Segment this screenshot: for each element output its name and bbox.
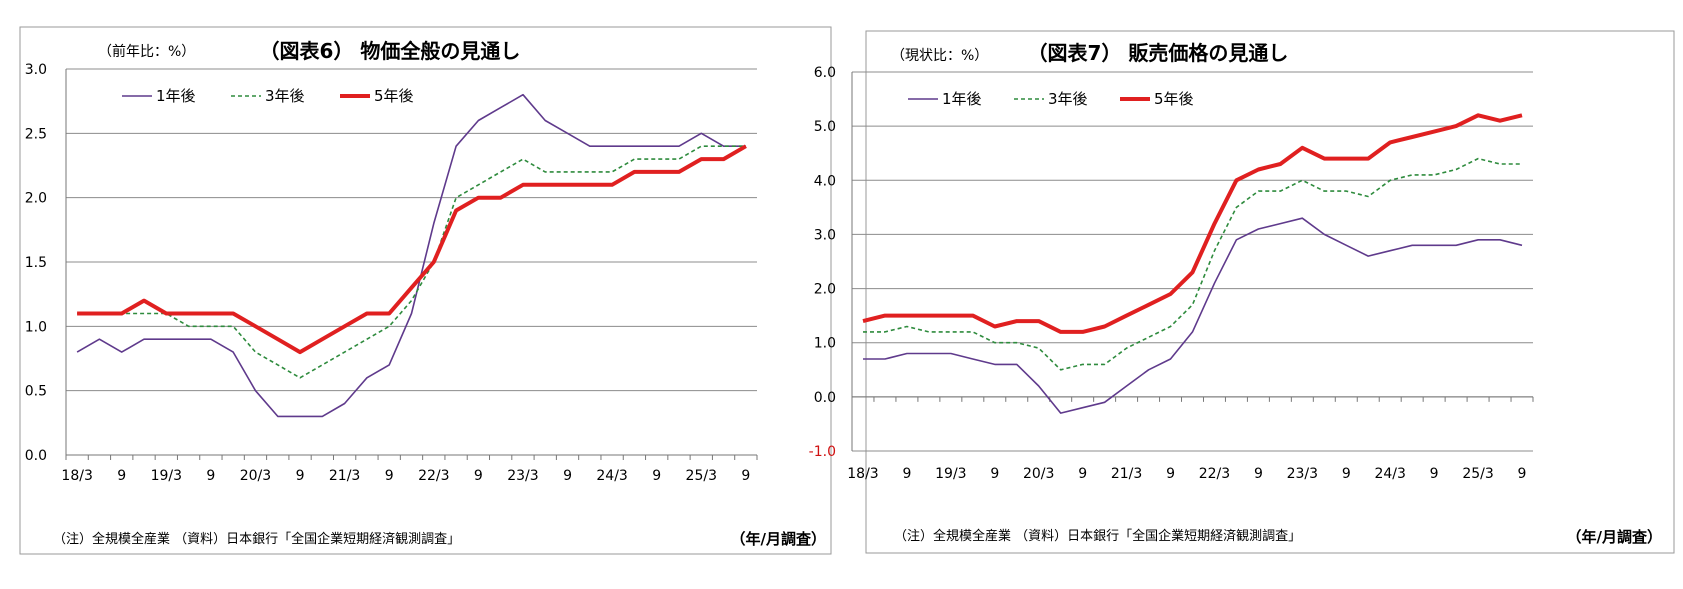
x-tick-label: 21/3 <box>1111 466 1142 482</box>
chart-title: （図表7） 販売価格の見通し <box>1028 41 1289 65</box>
x-tick-label: 22/3 <box>1199 466 1230 482</box>
chart-title: （図表6） 物価全般の見通し <box>260 39 521 63</box>
legend-label: 5年後 <box>374 87 414 105</box>
x-tick-label: 9 <box>1518 466 1527 482</box>
x-tick-label: 24/3 <box>596 468 627 484</box>
x-tick-label: 9 <box>652 468 661 484</box>
x-tick-label: 9 <box>1342 466 1351 482</box>
legend-label: 1年後 <box>156 87 196 105</box>
x-axis-unit-label: （年/月調査） <box>1567 528 1662 546</box>
series-line-3 <box>77 144 747 355</box>
y-tick-label: -1.0 <box>809 444 836 460</box>
series-line-2 <box>77 145 746 379</box>
x-tick-label: 25/3 <box>686 468 717 484</box>
chart-frame <box>19 26 832 555</box>
series-line-1 <box>76 93 746 418</box>
series-line-1 <box>863 217 1523 414</box>
chart-frame <box>865 30 1675 554</box>
y-tick-label: 3.0 <box>25 62 47 78</box>
legend-label: 5年後 <box>1154 90 1194 108</box>
y-tick-label: 4.0 <box>814 173 836 189</box>
x-tick-label: 19/3 <box>151 468 182 484</box>
y-tick-label: 2.0 <box>814 282 836 298</box>
x-tick-label: 23/3 <box>507 468 538 484</box>
y-tick-label: 0.5 <box>25 384 47 400</box>
x-tick-label: 19/3 <box>935 466 966 482</box>
x-tick-label: 9 <box>117 468 126 484</box>
y-tick-label: 3.0 <box>814 227 836 243</box>
line-chart: （現状比：%） （図表7） 販売価格の見通し （注）全規模全産業 （資料）日本銀… <box>809 30 1675 554</box>
y-tick-label: 1.5 <box>25 255 47 271</box>
y-tick-label: 2.0 <box>25 191 47 207</box>
source-note: （注）全規模全産業 （資料）日本銀行「全国企業短期経済観測調査」 <box>894 528 1301 544</box>
plot-area: -1.0 0.0 1.0 2.0 3.0 4.0 5.0 6.0 18/3 9 19/3 9 20/3 9… <box>809 65 1534 482</box>
x-tick-label: 9 <box>296 468 305 484</box>
chart-panel-selling-price-outlook: （現状比：%） （図表7） 販売価格の見通し （注）全規模全産業 （資料）日本銀… <box>800 0 1683 589</box>
legend-label: 3年後 <box>265 87 305 105</box>
x-tick-label: 18/3 <box>847 466 878 482</box>
x-tick-label: 9 <box>741 468 750 484</box>
x-tick-label: 9 <box>990 466 999 482</box>
x-tick-label: 9 <box>474 468 483 484</box>
x-tick-label: 9 <box>1430 466 1439 482</box>
y-tick-label: 0.0 <box>814 390 836 406</box>
y-tick-label: 6.0 <box>814 65 836 81</box>
x-tick-label: 20/3 <box>1023 466 1054 482</box>
line-chart: （前年比：%） （図表6） 物価全般の見通し （注）全規模全産業 （資料）日本銀… <box>19 26 832 555</box>
y-tick-label: 1.0 <box>25 319 47 335</box>
x-tick-label: 9 <box>902 466 911 482</box>
series-line-3 <box>862 113 1523 334</box>
legend-label: 1年後 <box>942 90 982 108</box>
unit-label: （現状比：%） <box>891 48 988 64</box>
x-tick-label: 9 <box>206 468 215 484</box>
x-axis-unit-label: （年/月調査） <box>731 530 826 548</box>
unit-label: （前年比：%） <box>98 43 195 60</box>
x-tick-label: 9 <box>385 468 394 484</box>
x-tick-label: 20/3 <box>240 468 271 484</box>
y-tick-label: 5.0 <box>814 119 836 135</box>
y-tick-label: 1.0 <box>814 336 836 352</box>
x-tick-label: 9 <box>563 468 572 484</box>
x-tick-label: 24/3 <box>1374 466 1405 482</box>
chart-panel-price-outlook: （前年比：%） （図表6） 物価全般の見通し （注）全規模全産業 （資料）日本銀… <box>0 0 840 589</box>
x-tick-label: 21/3 <box>329 468 360 484</box>
y-tick-label: 0.0 <box>25 448 47 464</box>
plot-area: 0.0 0.5 1.0 1.5 2.0 2.5 3.0 18/3 9 19/3 9 20/3 9 21/3… <box>25 62 758 484</box>
x-tick-label: 18/3 <box>61 468 92 484</box>
y-tick-label: 2.5 <box>25 126 47 142</box>
x-tick-label: 25/3 <box>1462 466 1493 482</box>
x-tick-label: 9 <box>1078 466 1087 482</box>
x-tick-label: 22/3 <box>418 468 449 484</box>
x-tick-label: 23/3 <box>1287 466 1318 482</box>
x-tick-label: 9 <box>1166 466 1175 482</box>
source-note: （注）全規模全産業 （資料）日本銀行「全国企業短期経済観測調査」 <box>53 531 460 547</box>
legend-label: 3年後 <box>1048 90 1088 108</box>
x-tick-label: 9 <box>1254 466 1263 482</box>
